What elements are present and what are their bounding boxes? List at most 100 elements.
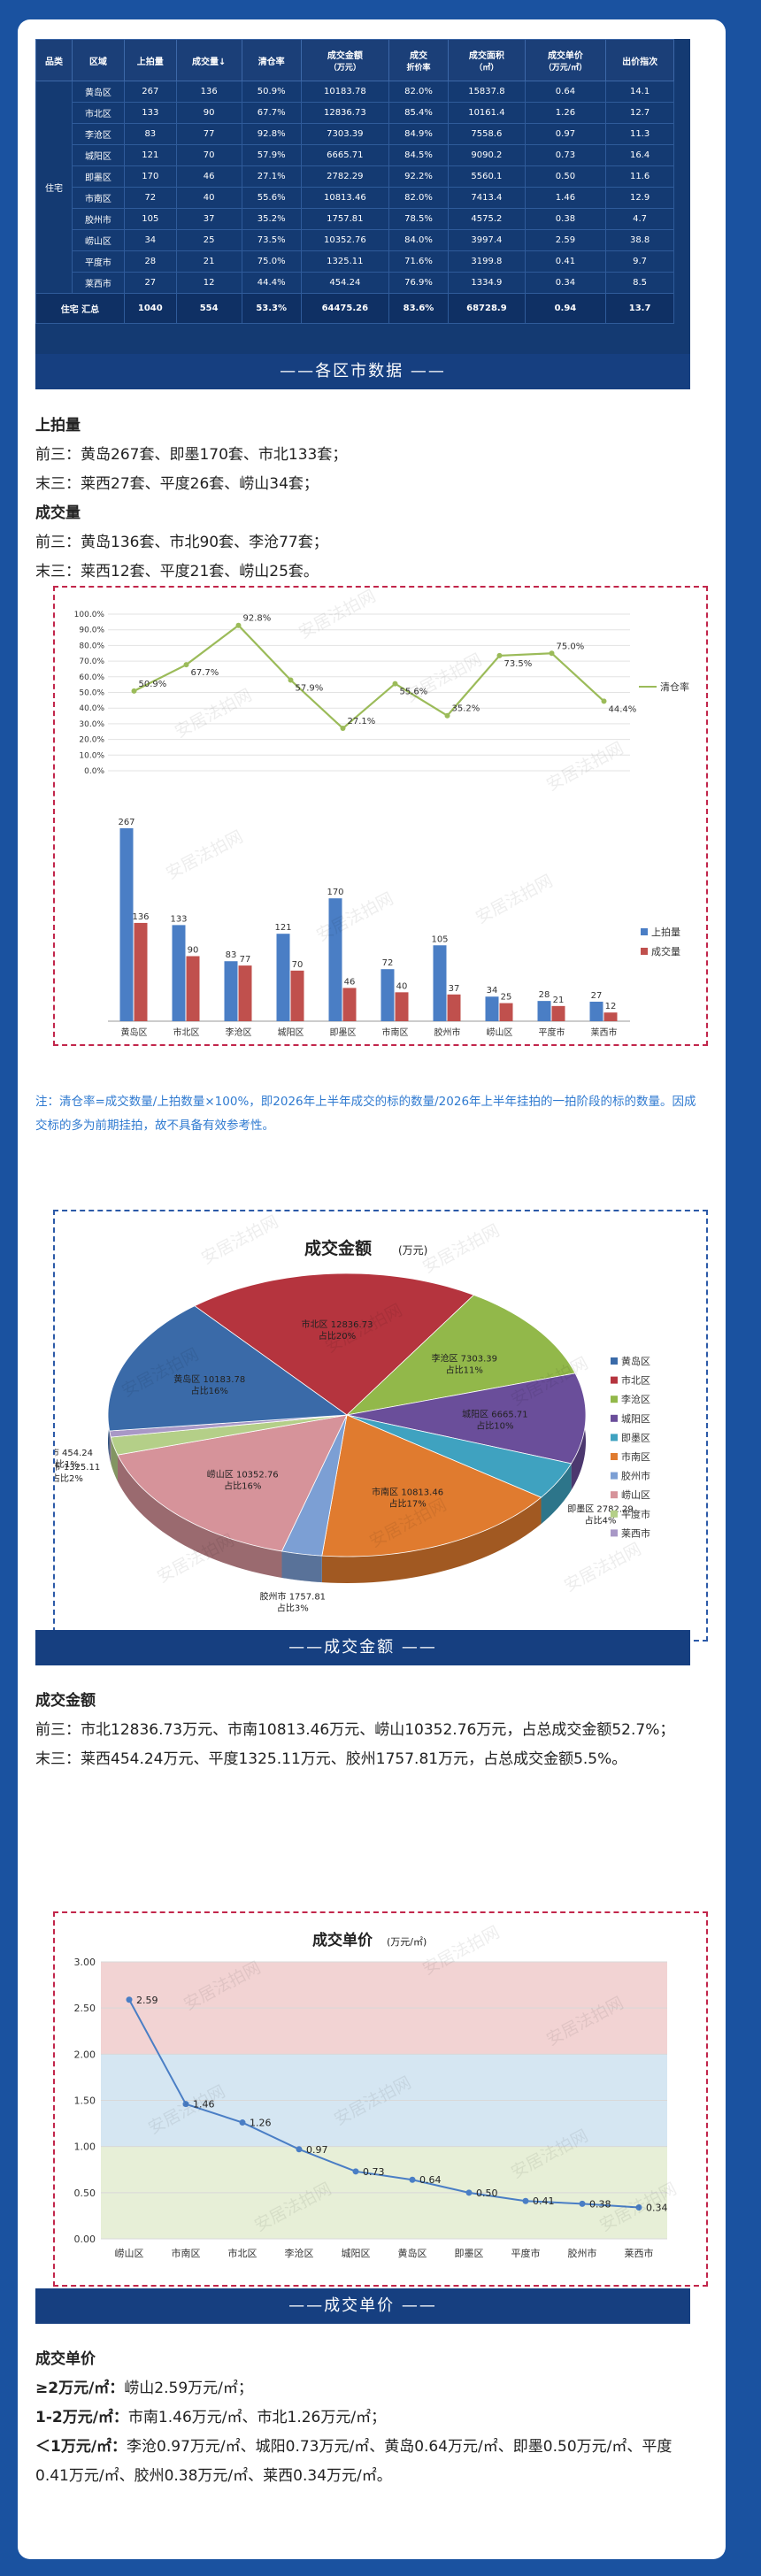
bar-data-label: 170 xyxy=(327,888,343,897)
pie-slice xyxy=(117,1414,348,1552)
price-data-label: 2.59 xyxy=(136,1995,158,2006)
table-cell: 2.59 xyxy=(524,229,607,251)
bar-listings xyxy=(172,925,186,1021)
table-cell: 即墨区 xyxy=(72,165,125,188)
y-tick-label: 60.0% xyxy=(79,673,104,682)
legend-swatch xyxy=(611,1414,618,1422)
bar-data-label: 105 xyxy=(431,934,448,944)
y-tick-label: 1.50 xyxy=(74,2095,96,2107)
x-tick-label: 黄岛区 xyxy=(121,1027,148,1038)
bar-deals xyxy=(342,988,357,1021)
bar-deals xyxy=(238,965,252,1021)
y-tick-label: 3.00 xyxy=(74,1957,96,1968)
table-cell: 10352.76 xyxy=(300,229,389,251)
table-cell: 城阳区 xyxy=(72,144,125,166)
table-total-row: 住宅 汇总 1040 554 53.3% 64475.26 83.6% 68728.9 0.9… xyxy=(35,293,674,324)
bar-data-label: 40 xyxy=(396,981,408,991)
price-point xyxy=(296,2146,303,2153)
x-tick-label: 崂山区 xyxy=(487,1027,513,1038)
clearance-line xyxy=(134,624,605,730)
deals-top: 前三：黄岛136套、市北90套、李沧77套； xyxy=(35,534,328,551)
pie-slice xyxy=(346,1414,573,1498)
table-cell: 21 xyxy=(175,250,242,273)
table-row: 莱西市 27 12 44.4% 454.24 76.9% 1334.9 0.34 8.5 xyxy=(36,272,674,294)
price-tier-high-label: ≥2万元/㎡： xyxy=(35,2380,125,2397)
table-cell: 7303.39 xyxy=(300,123,389,145)
table-cell: 37 xyxy=(175,208,242,230)
watermark-text: 安居法拍网 xyxy=(198,1211,281,1268)
bar-deals xyxy=(395,992,409,1021)
x-tick-label: 市南区 xyxy=(172,2247,201,2259)
pie-slice-label: 胶州市 1757.81 xyxy=(260,1591,327,1603)
volume-clearance-chart: 0.0% 10.0% 20.0% 30.0% 40.0% 50.0% 60.0% 70.0% 8… xyxy=(74,586,689,1038)
table-cell: 84.9% xyxy=(388,123,450,145)
price-tier-high-text: 崂山2.59万元/㎡； xyxy=(124,2380,253,2397)
y-tick-label: 0.00 xyxy=(74,2234,96,2245)
bar-data-label: 83 xyxy=(226,950,237,960)
pie-slice-label: 崂山区 10352.76 xyxy=(207,1470,279,1480)
legend-swatch xyxy=(611,1434,618,1442)
table-cell: 92.2% xyxy=(388,165,450,188)
table-cell: 0.34 xyxy=(524,272,607,294)
clearance-data-label: 44.4% xyxy=(609,704,637,714)
pie-percent-label: 占比11% xyxy=(446,1365,483,1376)
price-data-label: 0.97 xyxy=(306,2144,328,2156)
pie-slice-label: 市南区 10813.46 xyxy=(372,1486,443,1497)
y-tick-label: 20.0% xyxy=(79,736,104,745)
table-cell: 85.4% xyxy=(388,102,450,124)
table-cell: 84.0% xyxy=(388,229,450,251)
bar-data-label: 133 xyxy=(170,914,187,924)
price-point xyxy=(126,1996,133,2003)
x-tick-label: 市北区 xyxy=(173,1027,200,1038)
pie-slice-label: 市北区 12836.73 xyxy=(302,1319,373,1330)
table-cell: 莱西市 xyxy=(72,272,125,294)
legend-swatch xyxy=(611,1491,618,1499)
table-cell: 14.1 xyxy=(605,81,674,103)
clearance-data-label: 55.6% xyxy=(400,688,428,697)
clearance-data-label: 27.1% xyxy=(348,717,376,727)
price-chart-title: 成交单价 xyxy=(312,1931,373,1949)
x-tick-label: 即墨区 xyxy=(330,1027,357,1038)
bar-listings xyxy=(485,996,499,1021)
table-cell: 76.9% xyxy=(388,272,450,294)
table-cell: 15837.8 xyxy=(448,81,526,103)
table-cell: 72 xyxy=(123,187,177,209)
table-total-cell: 住宅 汇总 xyxy=(35,293,125,324)
legend-swatch xyxy=(611,1453,618,1460)
table-cell: 李沧区 xyxy=(72,123,125,145)
bar-deals xyxy=(499,1003,513,1021)
pie-slice xyxy=(109,1414,348,1438)
heading-deals: 成交量 xyxy=(35,504,81,522)
pie-title: 成交金额 xyxy=(304,1238,372,1258)
pie-slice-side xyxy=(281,1550,322,1583)
table-cell: 0.97 xyxy=(524,123,607,145)
pie-slice-label: 城阳区 6665.71 xyxy=(462,1410,528,1420)
bar-listings xyxy=(433,945,447,1021)
x-tick-label: 胶州市 xyxy=(568,2247,597,2259)
table-total-cell: 13.7 xyxy=(605,293,674,324)
bar-deals xyxy=(290,970,304,1021)
bar-listings xyxy=(328,898,342,1021)
price-data-label: 1.46 xyxy=(193,2099,215,2111)
price-chart-title-unit: (万元/㎡) xyxy=(387,1936,427,1948)
watermark-text: 安居法拍网 xyxy=(419,1220,503,1277)
clearance-point xyxy=(131,688,137,694)
bar-data-label: 25 xyxy=(501,993,512,1003)
price-point xyxy=(522,2197,529,2204)
deals-bottom: 末三：莱西12套、平度21套、崂山25套。 xyxy=(35,563,319,581)
x-tick-label: 平度市 xyxy=(539,1027,565,1038)
table-cell: 11.3 xyxy=(605,123,674,145)
table-total-cell: 1040 xyxy=(123,293,177,324)
legend-label: 平度市 xyxy=(621,1508,650,1520)
x-tick-label: 莱西市 xyxy=(625,2247,654,2259)
pie-slice xyxy=(321,1414,542,1557)
table-cell: 170 xyxy=(123,165,177,188)
pie-percent-label: 占比3% xyxy=(277,1603,309,1614)
table-cell: 73.5% xyxy=(241,229,302,251)
bar-data-label: 77 xyxy=(240,955,251,965)
table-cell: 25 xyxy=(175,229,242,251)
price-data-label: 1.26 xyxy=(250,2118,272,2129)
table-cell: 市南区 xyxy=(72,187,125,209)
clearance-point xyxy=(235,622,242,628)
table-row: 住宅 黄岛区 267 136 50.9% 10183.78 82.0% 15837.8 0.64… xyxy=(35,81,674,294)
